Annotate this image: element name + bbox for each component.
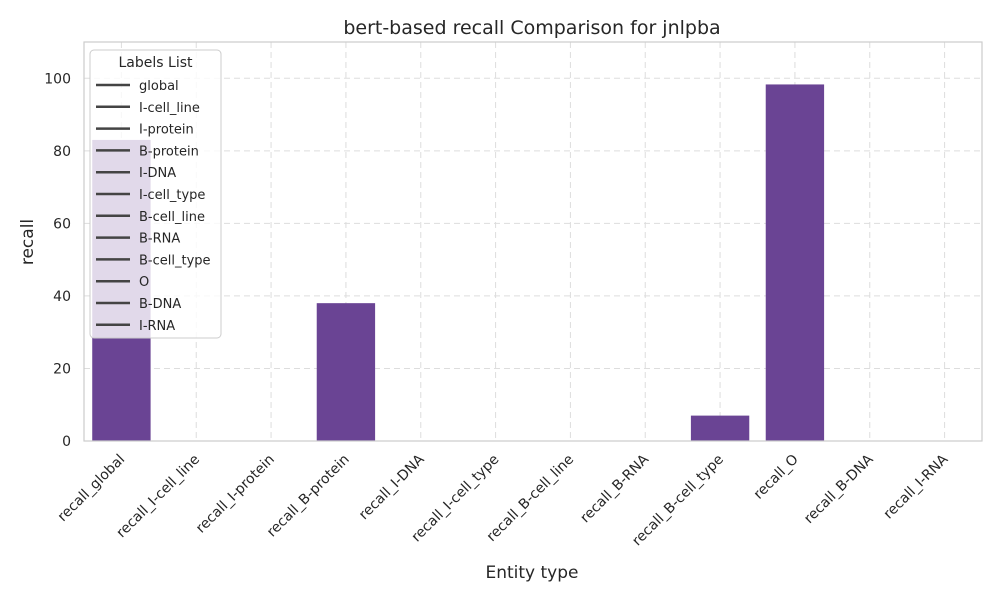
- legend-entry-label: I-cell_line: [139, 101, 200, 116]
- x-tick-label: recall_B-RNA: [577, 451, 652, 526]
- x-tick-label: recall_B-DNA: [801, 451, 877, 527]
- y-tick-label: 80: [53, 144, 71, 160]
- plot-frame: [83, 41, 983, 442]
- y-tick-label: 100: [44, 71, 71, 87]
- y-tick-label: 0: [62, 434, 71, 450]
- legend-entry-label: B-cell_line: [139, 210, 205, 225]
- x-axis-label: Entity type: [485, 563, 578, 583]
- legend-entry-label: I-protein: [139, 123, 194, 138]
- legend-entry-label: I-DNA: [139, 166, 176, 181]
- legend-entry-label: I-RNA: [139, 319, 175, 334]
- legend: Labels List global I-cell_line I-protein B-p…: [89, 49, 222, 339]
- x-tick-label: recall_I-RNA: [881, 451, 952, 522]
- legend-entry-label: B-cell_type: [139, 253, 211, 268]
- legend-entry-label: I-cell_type: [139, 188, 205, 203]
- x-tick-label: recall_I-protein: [193, 452, 278, 537]
- x-tick-label: recall_I-DNA: [356, 451, 428, 523]
- legend-title: Labels List: [119, 55, 193, 71]
- legend-box: [89, 49, 222, 339]
- x-tick-label: recall_O: [751, 452, 802, 503]
- y-tick-label: 60: [53, 216, 71, 232]
- y-axis-ticks: 0 20 40 60 80 100: [44, 71, 71, 450]
- legend-entry-label: O: [139, 275, 149, 290]
- x-tick-label: recall_B-protein: [264, 452, 353, 541]
- y-tick-label: 40: [53, 289, 71, 305]
- x-tick-label: recall_I-cell_line: [114, 452, 204, 542]
- legend-entry-label: B-DNA: [139, 297, 181, 312]
- bar: [316, 303, 376, 441]
- bar: [690, 415, 750, 441]
- y-tick-label: 20: [53, 361, 71, 377]
- legend-entry-label: global: [139, 79, 179, 94]
- x-axis-ticks: recall_globalrecall_I-cell_linerecall_I-…: [55, 451, 952, 549]
- x-tick-label: recall_global: [55, 452, 128, 525]
- legend-entry-label: B-RNA: [139, 232, 180, 247]
- chart-title: bert-based recall Comparison for jnlpba: [343, 17, 720, 39]
- legend-entry-label: B-protein: [139, 144, 199, 159]
- bar: [765, 84, 825, 442]
- y-axis-label: recall: [18, 219, 38, 265]
